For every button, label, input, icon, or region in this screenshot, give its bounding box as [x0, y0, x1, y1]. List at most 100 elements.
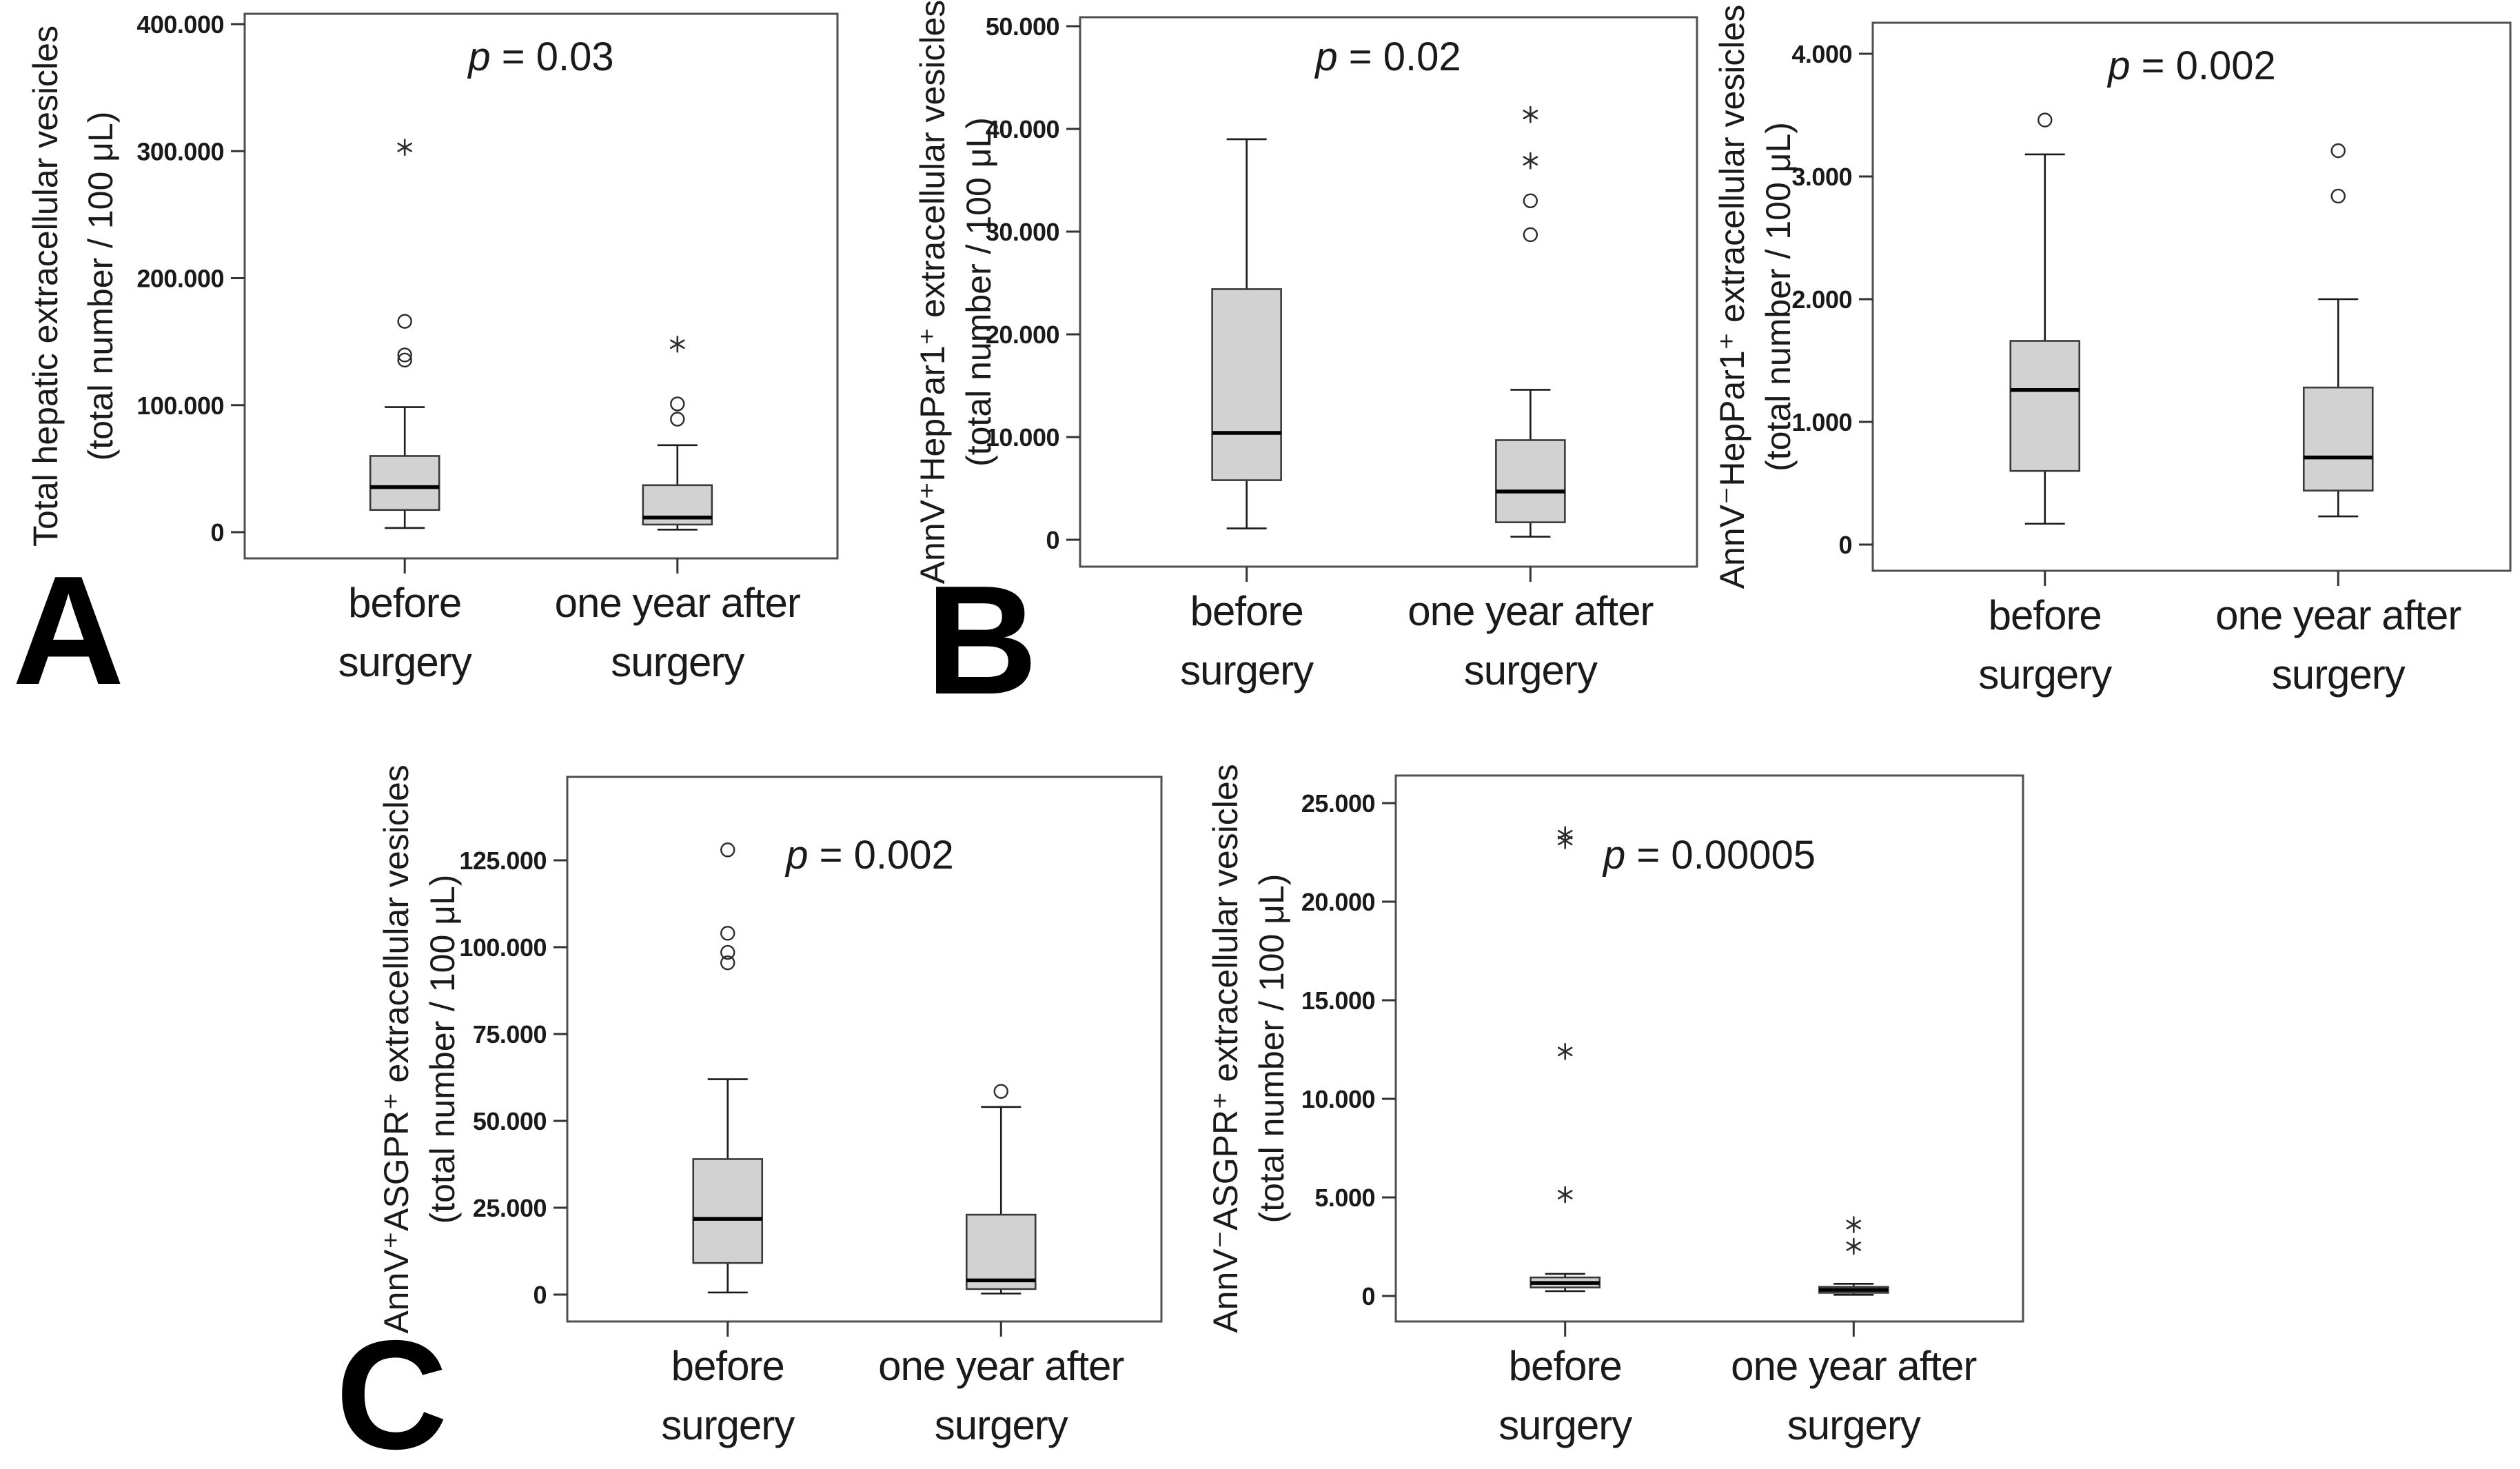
- y-axis-label-line2: (total number / 100 μL): [423, 875, 462, 1224]
- outlier-circle: [2038, 112, 2053, 128]
- outlier-circle: [993, 1084, 1008, 1099]
- x-category-label-line2: surgery: [1180, 647, 1314, 693]
- outlier-star: [1846, 1216, 1862, 1233]
- panel-letter-c: C: [336, 1308, 447, 1469]
- outlier-circle: [397, 352, 412, 368]
- plot-frame-C1: [566, 776, 1163, 1323]
- x-category-label-line1: one year after: [2215, 592, 2461, 638]
- y-tick-label: 50.000: [473, 1107, 547, 1135]
- y-axis-label-line1: AnnV⁺ASGPR⁺ extracellular vesicles: [377, 764, 416, 1333]
- y-axis-label-line1: Total hepatic extracellular vesicles: [26, 26, 65, 547]
- x-category-label-line2: surgery: [2272, 651, 2406, 698]
- iqr-box: [2302, 386, 2374, 492]
- outlier-star: [669, 336, 685, 353]
- box-series-before: [692, 842, 764, 1294]
- boxplot-chart-B1: 0 10.000 20.000 30.000 40.000 50.000 AnnV⁺HepP…: [913, 0, 1698, 693]
- y-axis-label-line1: AnnV⁺HepPar1⁺ extracellular vesicles: [913, 0, 952, 584]
- y-tick-label: 0: [533, 1281, 547, 1309]
- y-axis-label-line2: (total number / 100 μL): [81, 112, 120, 461]
- p-value-label: p = 0.002: [784, 833, 954, 878]
- x-category-label-line2: surgery: [1498, 1402, 1632, 1448]
- boxplot-chart-C2: 0 5.000 10.000 15.000 20.000 25.000 AnnV⁻ASGPR…: [1206, 764, 2024, 1448]
- y-tick-label: 0: [1361, 1282, 1375, 1310]
- x-category-label-line1: before: [348, 580, 461, 626]
- x-category-label-line2: surgery: [935, 1402, 1068, 1448]
- y-tick-label: 2.000: [1791, 285, 1852, 314]
- y-axis-label-line1: AnnV⁻ASGPR⁺ extracellular vesicles: [1206, 764, 1245, 1333]
- box-series-before: [369, 139, 440, 529]
- panel-letter-a: A: [12, 543, 124, 717]
- y-tick-label: 30.000: [986, 218, 1059, 246]
- iqr-box: [1495, 439, 1566, 523]
- box-series-before: [1530, 826, 1601, 1293]
- x-category-label-line2: surgery: [1787, 1402, 1921, 1448]
- y-tick-label: 75.000: [473, 1020, 547, 1048]
- y-tick-label: 300.000: [136, 137, 224, 165]
- x-category-label-line2: surgery: [661, 1402, 795, 1448]
- outlier-circle: [397, 314, 412, 329]
- iqr-box: [2009, 340, 2081, 472]
- x-category-label-line1: one year after: [1731, 1343, 1976, 1389]
- iqr-box: [692, 1158, 764, 1264]
- y-tick-label: 0: [210, 518, 224, 547]
- outlier-circle: [720, 926, 735, 941]
- y-tick-label: 400.000: [136, 10, 224, 39]
- y-tick-label: 10.000: [1301, 1085, 1375, 1113]
- outlier-star: [1557, 1043, 1573, 1060]
- y-tick-label: 50.000: [986, 12, 1059, 41]
- box-series-before: [2009, 112, 2081, 525]
- p-value-label: p = 0.002: [2106, 43, 2276, 88]
- x-category-label-line2: surgery: [1464, 647, 1598, 693]
- panel-letter-b: B: [926, 553, 1037, 727]
- plot-frame-A1: [243, 12, 839, 560]
- plot-frame-B2: [1871, 21, 2512, 572]
- outlier-circle: [397, 347, 412, 363]
- outlier-circle: [1523, 193, 1538, 208]
- outlier-star: [1523, 152, 1538, 170]
- y-tick-label: 4.000: [1791, 40, 1852, 68]
- boxplot-chart-A1: 0 100.000 200.000 300.000 400.000 Total hepat…: [26, 10, 839, 685]
- box-series-after: [1818, 1216, 1889, 1296]
- outlier-circle: [720, 944, 735, 960]
- y-tick-label: 100.000: [459, 933, 547, 962]
- box-series-after: [642, 336, 713, 531]
- outlier-circle: [720, 842, 735, 858]
- outlier-star: [1557, 1186, 1573, 1204]
- outlier-circle: [1523, 227, 1538, 243]
- y-tick-label: 200.000: [136, 265, 224, 293]
- y-tick-label: 3.000: [1791, 163, 1852, 191]
- x-category-label-line1: one year after: [555, 580, 800, 626]
- y-tick-label: 25.000: [1301, 789, 1375, 818]
- y-tick-label: 10.000: [986, 423, 1059, 452]
- y-tick-label: 25.000: [473, 1194, 547, 1222]
- y-tick-label: 125.000: [459, 847, 547, 875]
- y-tick-label: 100.000: [136, 392, 224, 420]
- y-tick-label: 20.000: [986, 321, 1059, 349]
- x-category-label-line1: before: [671, 1343, 784, 1389]
- outlier-circle: [720, 955, 735, 971]
- y-axis-label-line2: (total number / 100 μL): [1759, 122, 1798, 472]
- x-category-label-line2: surgery: [1978, 651, 2112, 698]
- y-axis-label-line2: (total number / 100 μL): [959, 117, 998, 467]
- outlier-star: [1557, 826, 1573, 844]
- y-tick-label: 20.000: [1301, 888, 1375, 916]
- outlier-circle: [2330, 143, 2346, 159]
- box-series-after: [965, 1084, 1037, 1295]
- iqr-box: [369, 455, 440, 511]
- x-category-label-line1: before: [1989, 592, 2102, 638]
- x-category-label-line1: one year after: [878, 1343, 1124, 1389]
- y-tick-label: 5.000: [1314, 1184, 1375, 1212]
- y-tick-label: 0: [1838, 531, 1852, 559]
- x-category-label-line1: before: [1509, 1343, 1622, 1389]
- x-category-label-line2: surgery: [338, 639, 472, 685]
- outlier-star: [1846, 1237, 1862, 1255]
- boxplot-chart-C1: 0 25.000 50.000 75.000 100.000 125.000 AnnV⁺AS…: [377, 764, 1163, 1448]
- y-tick-label: 15.000: [1301, 986, 1375, 1015]
- iqr-box: [965, 1213, 1037, 1290]
- p-value-label: p = 0.02: [1314, 34, 1461, 79]
- y-tick-label: 1.000: [1791, 408, 1852, 436]
- iqr-box: [1211, 288, 1282, 481]
- outlier-circle: [670, 396, 685, 412]
- box-series-after: [2302, 143, 2374, 518]
